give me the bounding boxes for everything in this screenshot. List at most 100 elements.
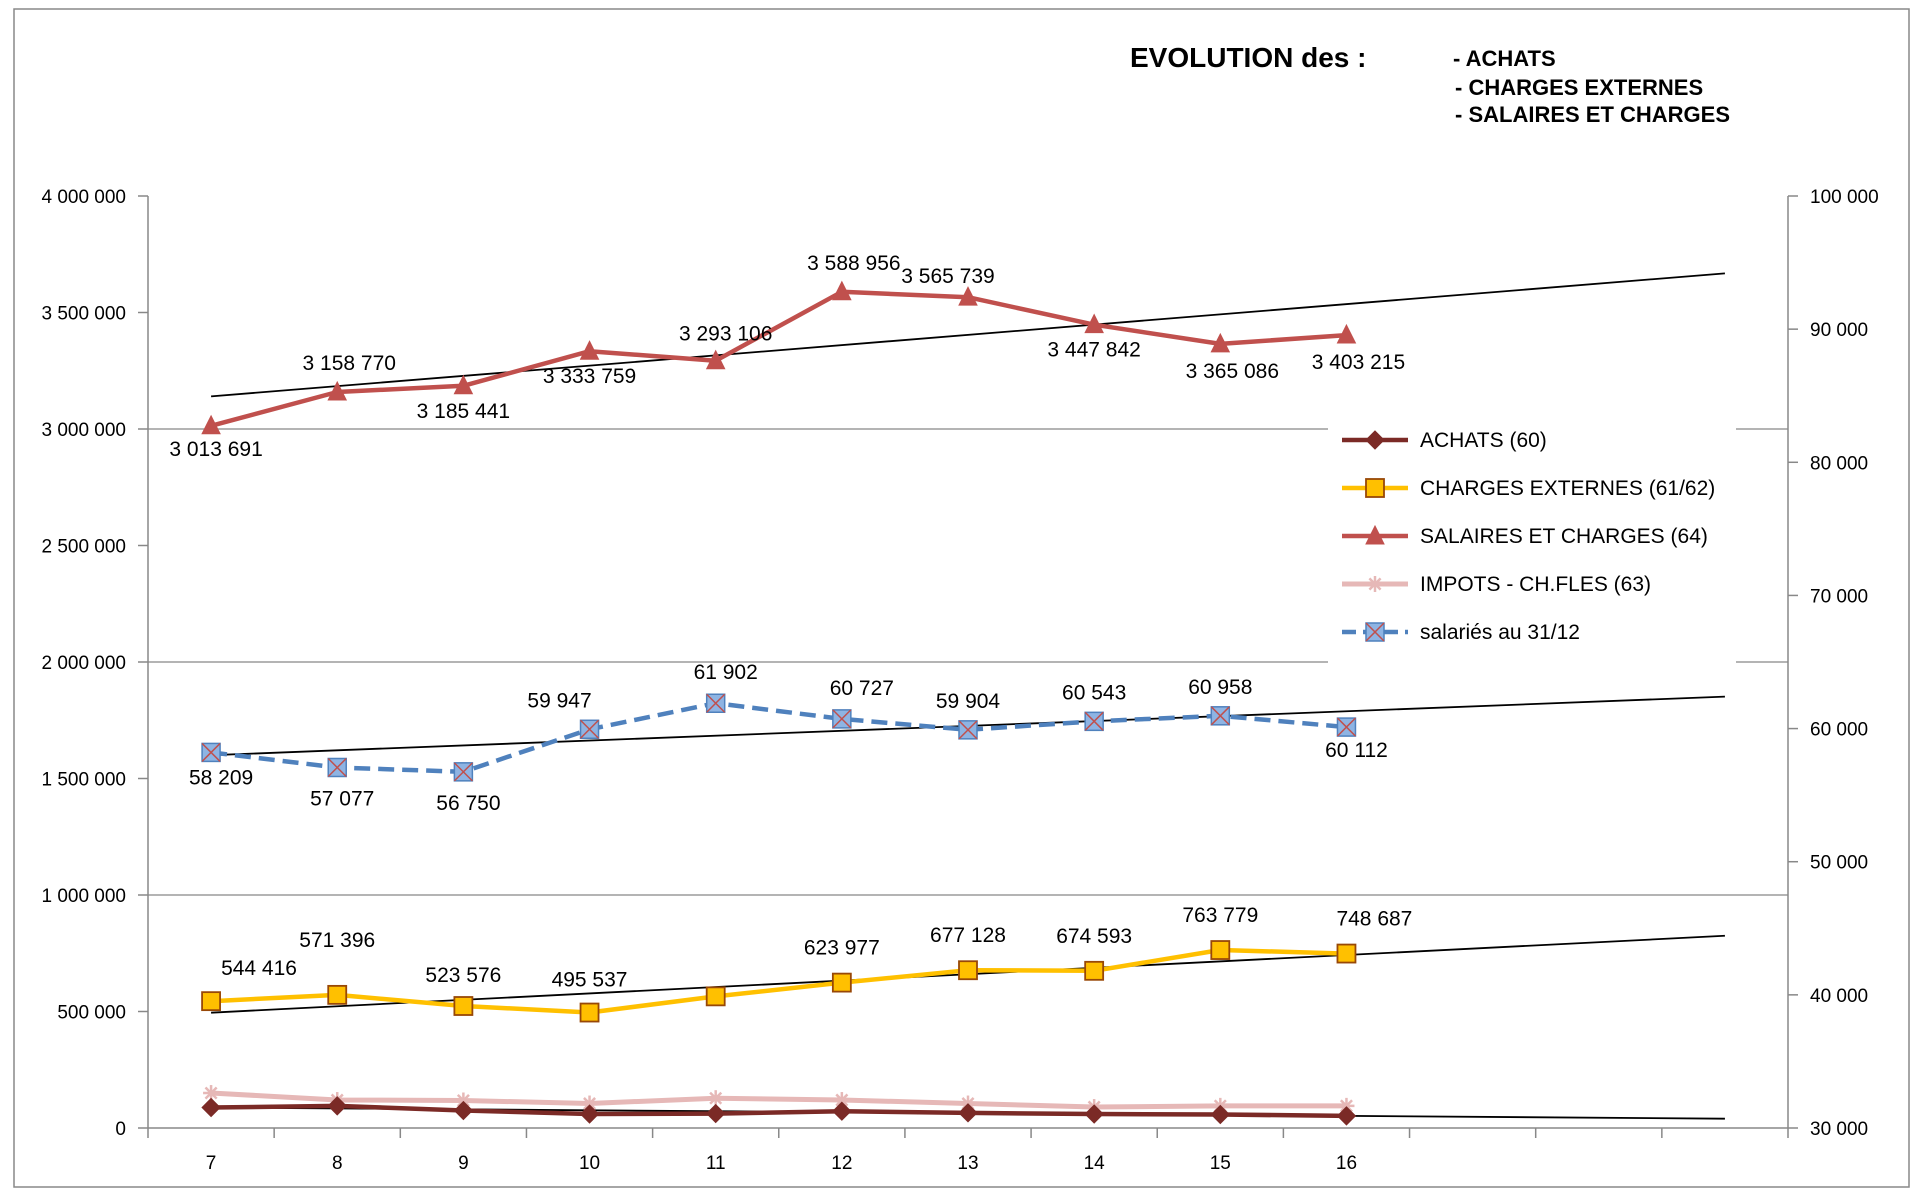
point-marker xyxy=(831,972,852,993)
x-tick-label: 15 xyxy=(1210,1153,1231,1174)
y-left-tick-label: 3 000 000 xyxy=(41,420,126,441)
point-marker xyxy=(201,414,221,435)
x-tick-label: 10 xyxy=(579,1153,600,1174)
legend-label: CHARGES EXTERNES (61/62) xyxy=(1420,477,1715,500)
series-4 xyxy=(201,693,1357,782)
point-marker xyxy=(958,960,978,981)
point-marker xyxy=(579,1002,600,1023)
chart-title-item-3: - SALAIRES ET CHARGES xyxy=(1455,102,1730,127)
point-marker xyxy=(705,1103,726,1124)
data-label: 60 727 xyxy=(830,677,894,700)
point-marker xyxy=(832,280,852,301)
legend-item-3: IMPOTS - CH.FLES (63) xyxy=(1342,573,1651,596)
series-line xyxy=(211,1103,1347,1119)
series-2 xyxy=(201,280,1357,435)
data-label: 3 447 842 xyxy=(1047,339,1140,362)
y-left-tick-label: 500 000 xyxy=(57,1003,126,1024)
chart-title-item-2: - CHARGES EXTERNES xyxy=(1455,75,1703,100)
point-marker xyxy=(201,991,221,1012)
legend-label: IMPOTS - CH.FLES (63) xyxy=(1420,573,1651,596)
data-label: 748 687 xyxy=(1336,908,1412,931)
data-label: 61 902 xyxy=(694,661,758,684)
x-tick-label: 12 xyxy=(831,1153,852,1174)
y-left-tick-label: 4 000 000 xyxy=(41,187,126,208)
point-marker xyxy=(958,286,978,306)
y-right-tick-label: 60 000 xyxy=(1810,720,1868,741)
legend-item-0: ACHATS (60) xyxy=(1342,429,1547,452)
y-left-tick-label: 0 xyxy=(115,1119,126,1140)
data-label: 571 396 xyxy=(299,929,375,952)
point-marker xyxy=(453,1100,474,1121)
point-marker xyxy=(1336,943,1357,964)
chart-title-item-1: - ACHATS xyxy=(1453,46,1556,71)
y-left-tick-label: 3 500 000 xyxy=(41,304,126,325)
point-marker xyxy=(1210,1104,1231,1125)
point-marker xyxy=(1084,1104,1104,1124)
point-marker xyxy=(1336,717,1357,737)
point-marker xyxy=(832,1101,852,1121)
legend-label: ACHATS (60) xyxy=(1420,429,1547,452)
legend-item-1: CHARGES EXTERNES (61/62) xyxy=(1342,477,1715,500)
data-label: 674 593 xyxy=(1056,925,1132,948)
point-marker xyxy=(579,719,600,740)
chart-title: EVOLUTION des : xyxy=(1130,42,1366,73)
data-label: 677 128 xyxy=(930,924,1006,947)
point-marker xyxy=(1365,524,1385,545)
series-line xyxy=(210,289,1347,428)
data-label: 3 158 770 xyxy=(303,352,396,375)
legend-label: salariés au 31/12 xyxy=(1420,621,1580,644)
series-line xyxy=(210,947,1347,1015)
point-marker xyxy=(707,1090,724,1107)
y-right-tick-label: 100 000 xyxy=(1810,187,1879,208)
data-label: 3 333 759 xyxy=(543,365,636,388)
x-tick-label: 14 xyxy=(1084,1153,1106,1174)
point-marker xyxy=(1084,960,1105,981)
point-marker xyxy=(1365,478,1385,498)
point-marker xyxy=(1084,313,1104,334)
point-marker xyxy=(958,720,978,740)
point-marker xyxy=(453,374,474,395)
y-left-tick-label: 1 000 000 xyxy=(41,886,126,907)
y-right-tick-label: 70 000 xyxy=(1810,586,1868,607)
data-label: 60 112 xyxy=(1325,739,1388,762)
point-marker xyxy=(453,996,474,1016)
data-label: 3 588 956 xyxy=(807,252,900,275)
point-marker xyxy=(1210,332,1231,353)
point-marker xyxy=(327,1096,347,1116)
data-label: 60 543 xyxy=(1062,681,1126,704)
series-0 xyxy=(201,1096,1357,1126)
legend-box xyxy=(1328,418,1736,663)
y-right-tick-label: 30 000 xyxy=(1810,1119,1868,1140)
legend-item-4: salariés au 31/12 xyxy=(1342,621,1580,644)
data-label: 3 013 691 xyxy=(169,438,262,461)
data-label: 763 779 xyxy=(1182,904,1258,927)
series-line xyxy=(210,1090,1347,1110)
data-label: 3 403 215 xyxy=(1312,351,1405,374)
point-marker xyxy=(705,986,726,1007)
point-marker xyxy=(1210,940,1231,960)
data-label: 495 537 xyxy=(552,969,628,992)
y-right-tick-label: 80 000 xyxy=(1810,453,1868,474)
y-left-tick-label: 2 500 000 xyxy=(41,537,126,558)
point-marker xyxy=(201,1097,221,1118)
data-label: 523 576 xyxy=(425,964,501,987)
y-left-tick-label: 1 500 000 xyxy=(41,770,126,791)
point-marker xyxy=(832,709,852,729)
data-label: 3 185 441 xyxy=(417,400,510,423)
point-marker xyxy=(1336,1106,1357,1126)
series-1 xyxy=(201,940,1357,1023)
data-label: 58 209 xyxy=(189,766,253,789)
x-tick-label: 8 xyxy=(332,1153,343,1174)
x-tick-label: 7 xyxy=(206,1153,217,1174)
x-tick-label: 9 xyxy=(458,1153,469,1174)
data-label: 544 416 xyxy=(221,957,297,980)
point-marker xyxy=(705,349,726,370)
point-marker xyxy=(327,757,347,778)
data-label: 3 365 086 xyxy=(1186,360,1279,383)
point-marker xyxy=(327,380,348,401)
data-label: 3 293 106 xyxy=(679,323,772,346)
point-marker xyxy=(1365,622,1385,642)
y-right-tick-label: 50 000 xyxy=(1810,853,1868,874)
